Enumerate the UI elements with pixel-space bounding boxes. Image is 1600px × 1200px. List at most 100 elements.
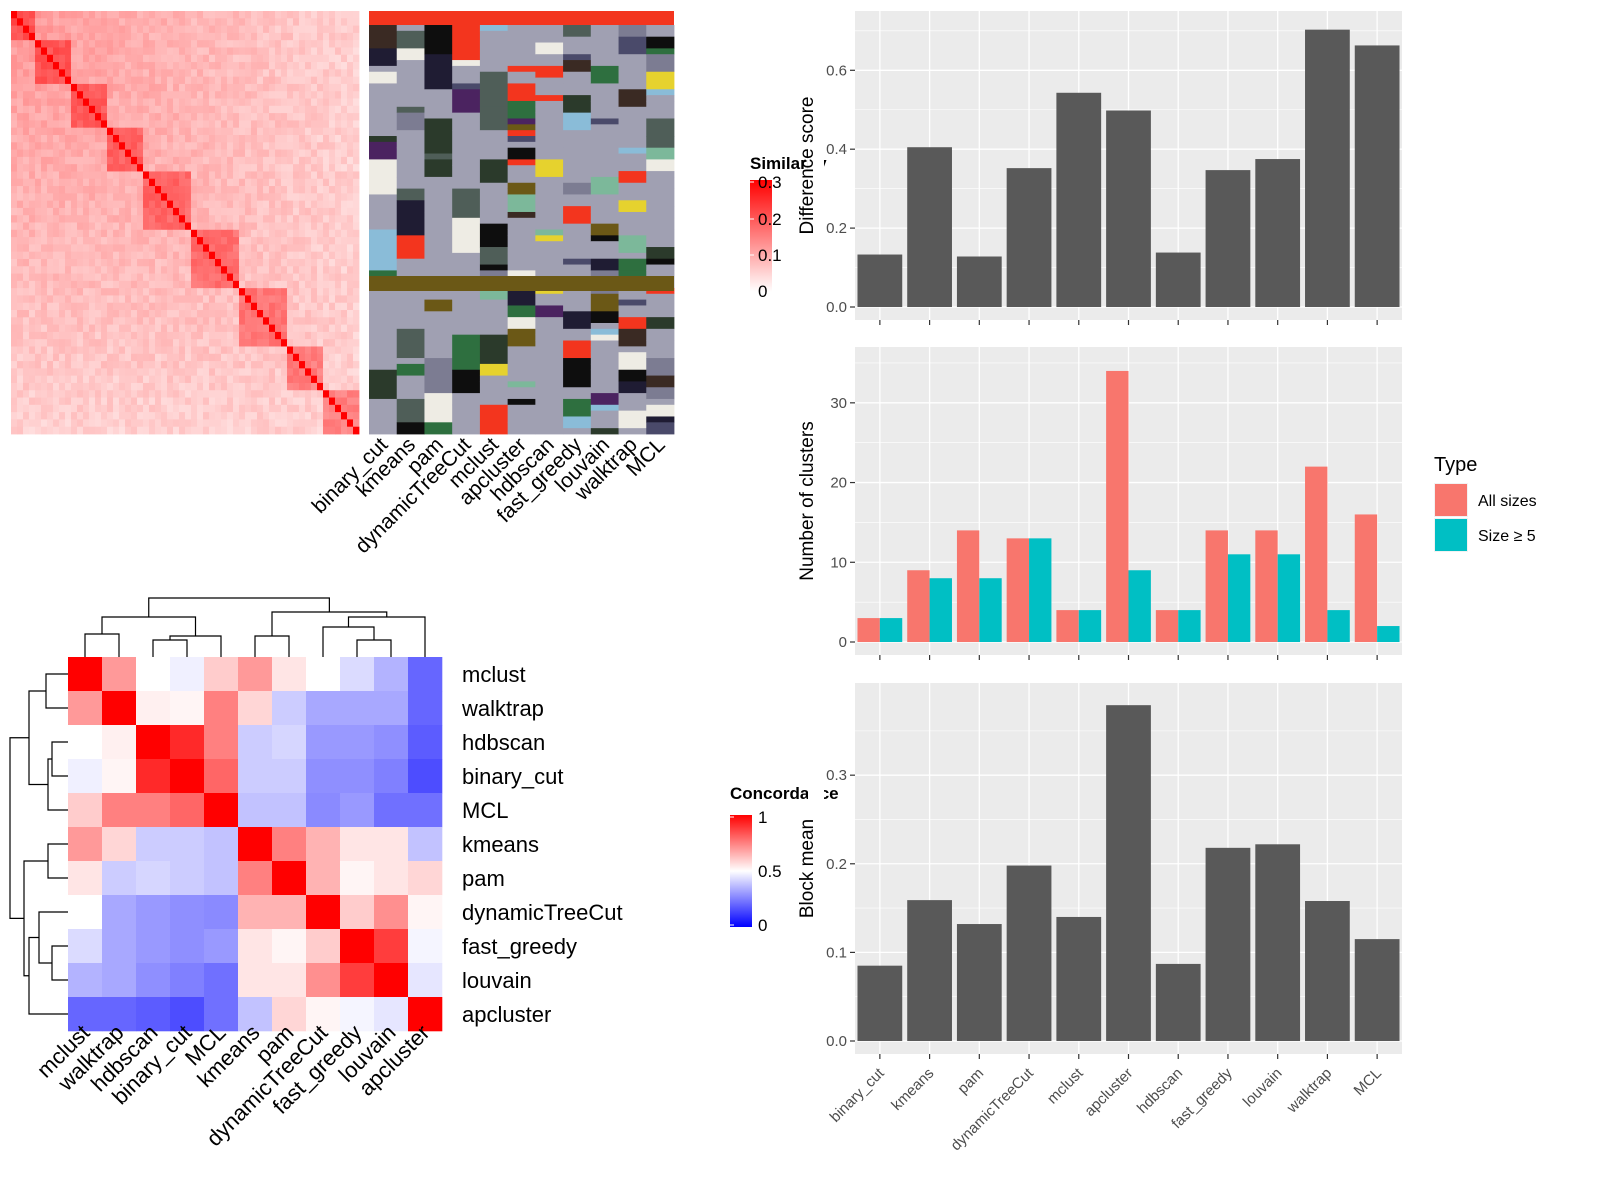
similarity-cell — [23, 382, 30, 391]
similarity-cell — [41, 302, 48, 311]
similarity-cell — [11, 18, 18, 26]
similarity-cell — [29, 47, 36, 56]
similarity-cell — [125, 229, 132, 238]
similarity-cell — [83, 266, 90, 274]
similarity-cell — [305, 91, 312, 99]
similarity-cell — [341, 149, 348, 158]
similarity-cell — [29, 105, 36, 114]
similarity-cell — [89, 288, 96, 296]
similarity-cell — [263, 83, 270, 92]
similarity-cell — [299, 98, 306, 107]
similarity-cell — [155, 426, 162, 435]
similarity-cell — [299, 324, 306, 333]
similarity-cell — [239, 18, 246, 26]
similarity-cell — [161, 382, 168, 391]
similarity-cell — [155, 295, 162, 304]
similarity-cell — [131, 331, 138, 340]
cluster-cell — [646, 95, 675, 102]
similarity-cell — [239, 317, 246, 325]
similarity-cell — [203, 11, 210, 19]
similarity-cell — [245, 47, 252, 56]
similarity-cell — [185, 113, 192, 121]
similarity-cell — [209, 361, 216, 369]
similarity-cell — [317, 156, 324, 165]
similarity-cell — [251, 83, 258, 92]
similarity-cell — [77, 32, 84, 41]
similarity-cell — [197, 149, 204, 158]
similarity-cell — [299, 113, 306, 121]
similarity-cell — [299, 54, 306, 63]
similarity-cell — [131, 222, 138, 231]
similarity-cell — [179, 76, 186, 85]
similarity-cell — [293, 302, 300, 311]
similarity-cell — [59, 171, 66, 180]
similarity-cell — [311, 229, 318, 238]
similarity-cell — [353, 302, 360, 311]
similarity-cell — [263, 47, 270, 56]
similarity-cell — [41, 295, 48, 304]
similarity-cell — [179, 382, 186, 391]
similarity-cell — [161, 317, 168, 325]
similarity-cell — [89, 105, 96, 114]
cluster-cell — [452, 25, 481, 61]
concordance-cell — [238, 963, 273, 998]
concordance-cell — [408, 895, 443, 930]
similarity-cell — [203, 251, 210, 260]
similarity-cell — [41, 361, 48, 369]
cluster-cell — [424, 54, 453, 90]
similarity-cell — [191, 339, 198, 347]
similarity-cell — [341, 69, 348, 78]
similarity-cell — [143, 266, 150, 274]
cluster-cell — [563, 340, 592, 359]
similarity-cell — [269, 76, 276, 85]
similarity-cell — [233, 207, 240, 216]
similarity-cell — [131, 91, 138, 99]
similarity-cell — [293, 207, 300, 216]
similarity-cell — [89, 273, 96, 282]
similarity-cell — [245, 258, 252, 267]
similarity-cell — [251, 302, 258, 311]
similarity-cell — [17, 302, 24, 311]
cluster-cell — [535, 229, 564, 236]
similarity-cell — [263, 186, 270, 194]
similarity-cell — [215, 164, 222, 172]
similarity-cell — [227, 91, 234, 99]
similarity-cell — [287, 288, 294, 296]
similarity-cell — [329, 258, 336, 267]
similarity-cell — [263, 142, 270, 150]
similarity-cell — [155, 368, 162, 377]
similarity-cell — [125, 258, 132, 267]
similarity-cell — [101, 419, 108, 428]
similarity-cell — [305, 83, 312, 92]
similarity-cell — [269, 346, 276, 355]
cluster-cell — [618, 36, 647, 55]
similarity-cell — [227, 251, 234, 260]
similarity-cell — [329, 91, 336, 99]
cluster-cell — [507, 211, 536, 219]
concordance-legend-tick-label: 1 — [758, 808, 767, 827]
similarity-cell — [161, 288, 168, 296]
similarity-cell — [335, 186, 342, 194]
similarity-cell — [53, 382, 60, 391]
similarity-cell — [311, 91, 318, 99]
similarity-cell — [161, 222, 168, 231]
concordance-cell — [272, 759, 307, 794]
similarity-cell — [353, 54, 360, 63]
similarity-cell — [305, 207, 312, 216]
similarity-cell — [47, 339, 54, 347]
similarity-cell — [191, 273, 198, 282]
similarity-cell — [341, 18, 348, 26]
similarity-cell — [311, 11, 318, 19]
similarity-cell — [59, 295, 66, 304]
similarity-cell — [299, 193, 306, 202]
similarity-cell — [239, 69, 246, 78]
similarity-cell — [353, 273, 360, 282]
similarity-cell — [239, 258, 246, 267]
similarity-cell — [251, 382, 258, 391]
similarity-cell — [149, 310, 156, 318]
similarity-cell — [149, 186, 156, 194]
legend-title-clip-bottom — [808, 780, 824, 810]
similarity-cell — [317, 222, 324, 231]
similarity-cell — [203, 113, 210, 121]
similarity-cell — [305, 310, 312, 318]
